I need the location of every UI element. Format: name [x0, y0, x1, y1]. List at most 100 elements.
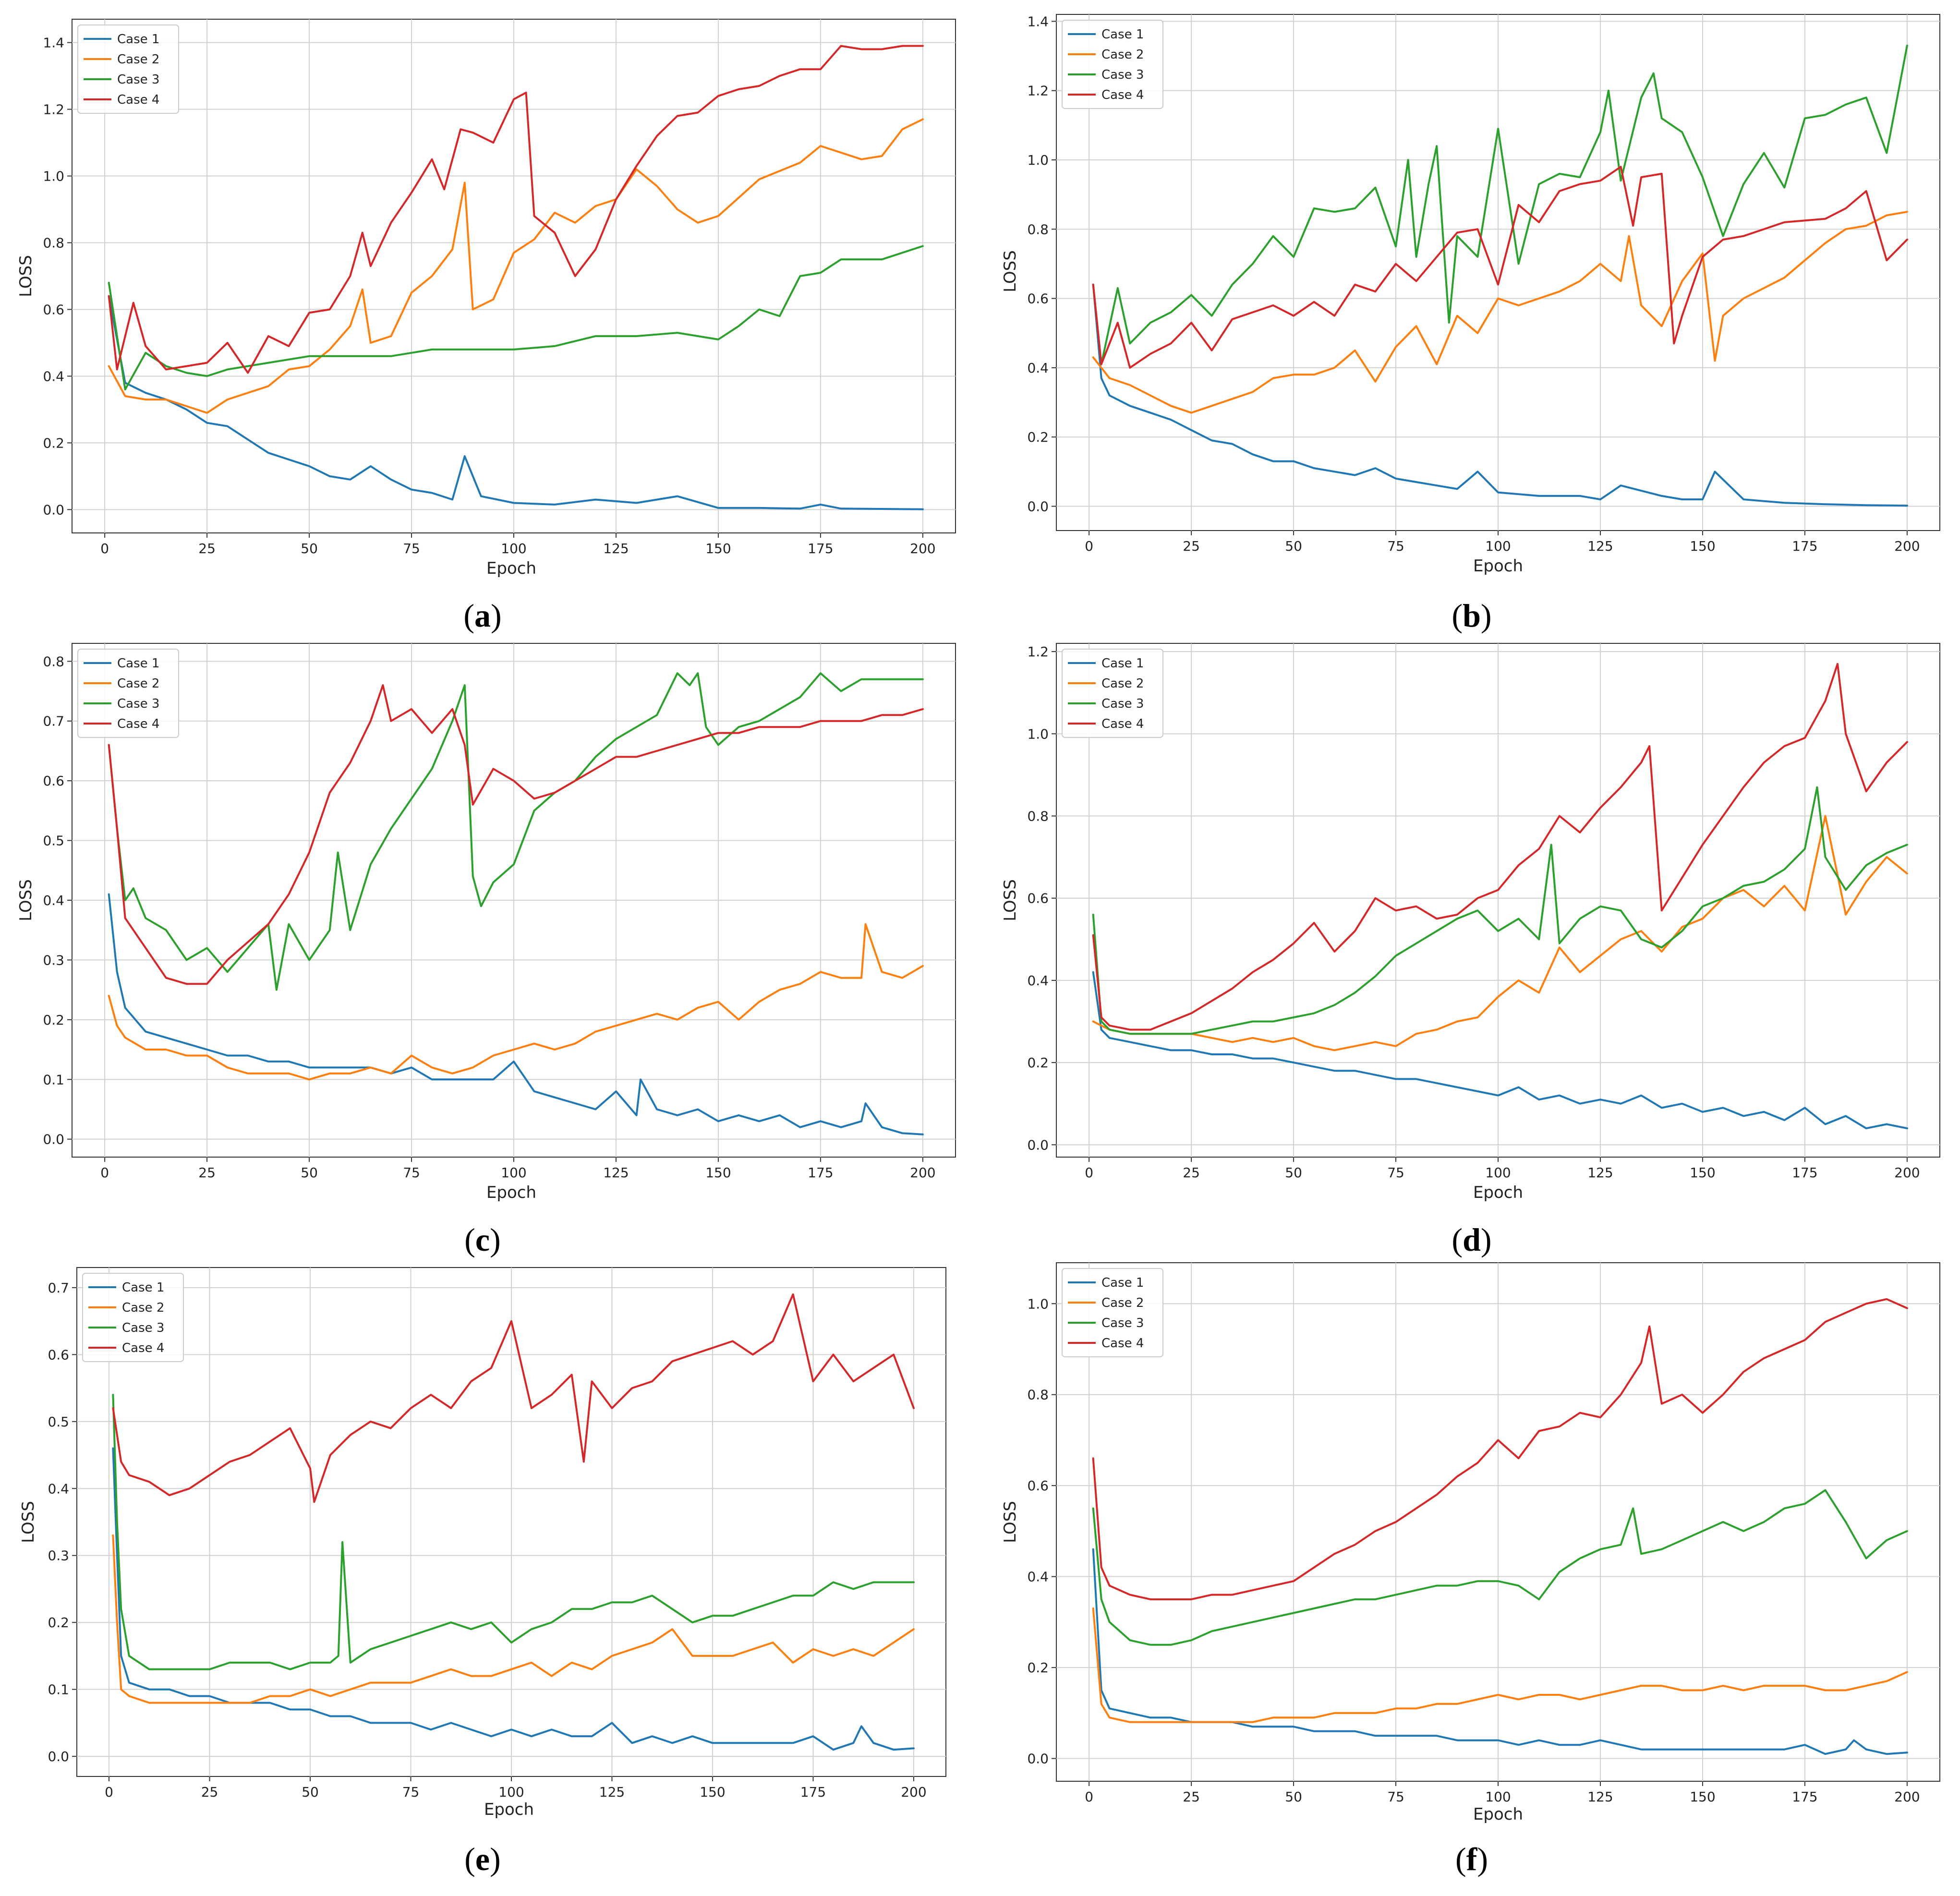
series-line-case-3-c [108, 672, 924, 991]
series-line-case-4-b [1092, 166, 1908, 369]
y-tick-label-b: 0.0 [1027, 498, 1049, 514]
x-tick-label-a: 125 [603, 541, 629, 556]
x-tick-label-b: 200 [1894, 538, 1920, 554]
y-tick-label-c: 0.0 [43, 1132, 64, 1147]
y-tick-label-a: 0.0 [43, 502, 64, 518]
caption-close-d: ) [1481, 1221, 1492, 1258]
x-tick-label-f: 75 [1387, 1789, 1404, 1805]
x-tick-label-e: 150 [700, 1784, 725, 1800]
legend-c: Case 1 Case 2 Case 3 Case 4 [77, 649, 179, 738]
x-tick-label-f: 175 [1792, 1789, 1817, 1805]
legend-label-case-3-b: Case 3 [1101, 68, 1144, 82]
y-axis-title-a: LOSS [16, 255, 36, 297]
legend-label-case-1-d: Case 1 [1101, 656, 1144, 671]
legend-label-case-2-c: Case 2 [117, 676, 159, 691]
x-tick-label-c: 200 [910, 1165, 935, 1181]
y-tick-label-d: 0.6 [1027, 891, 1049, 906]
x-tick-label-e: 175 [800, 1784, 826, 1800]
x-tick-label-a: 25 [198, 541, 216, 556]
legend-box-c [77, 649, 179, 738]
x-tick-label-f: 100 [1485, 1789, 1511, 1805]
y-tick-label-b: 0.8 [1027, 221, 1049, 237]
series-layer-e [112, 1293, 915, 1751]
y-tick-label-b: 1.4 [1027, 13, 1049, 29]
series-line-case-4-c [108, 684, 924, 985]
y-tick-label-e: 0.4 [48, 1481, 69, 1497]
x-tick-label-b: 150 [1690, 538, 1715, 554]
x-tick-label-a: 175 [808, 541, 833, 556]
y-tick-label-b: 0.4 [1027, 360, 1049, 376]
y-axis-title-e: LOSS [19, 1501, 38, 1543]
x-tick-label-f: 125 [1587, 1789, 1613, 1805]
ticks-e: 0 25 50 75 100 125 150 175 200 0.0 0.1 0.2 0.3 0.4 0.5… [48, 1280, 926, 1800]
y-tick-label-d: 0.4 [1027, 973, 1049, 989]
y-tick-label-d: 1.0 [1027, 726, 1049, 742]
y-tick-label-d: 0.2 [1027, 1055, 1049, 1071]
x-tick-label-c: 0 [100, 1165, 109, 1181]
caption-e: (e) [464, 1841, 501, 1877]
x-tick-label-f: 150 [1690, 1789, 1715, 1805]
y-tick-label-f: 0.2 [1027, 1660, 1049, 1676]
series-line-case-4-e [112, 1293, 915, 1503]
x-tick-label-f: 50 [1285, 1789, 1302, 1805]
x-tick-label-a: 50 [301, 541, 318, 556]
x-axis-title-b: Epoch [1473, 556, 1523, 576]
ticks-a: 0 25 50 75 100 125 150 175 200 0.0 0.2 0.4 0.6 0.8 1.0… [43, 35, 935, 556]
panel-a: 0 25 50 75 100 125 150 175 200 0.0 0.2 0.4 0.6 0.8 1.0… [16, 19, 956, 634]
legend-label-case-3-a: Case 3 [117, 72, 159, 87]
series-line-case-3-f [1092, 1489, 1908, 1646]
x-tick-label-c: 100 [501, 1165, 526, 1181]
x-axis-title-a: Epoch [486, 559, 536, 578]
caption-close-a: ) [491, 597, 502, 634]
y-tick-label-f: 0.0 [1027, 1751, 1049, 1767]
caption-b: (b) [1452, 597, 1491, 634]
series-line-case-3-a [108, 245, 924, 391]
legend-label-case-1-e: Case 1 [122, 1280, 164, 1295]
y-axis-title-c: LOSS [16, 879, 36, 921]
caption-d: (d) [1452, 1221, 1491, 1258]
grid-a [72, 19, 956, 533]
x-tick-label-b: 75 [1387, 538, 1404, 554]
caption-close-f: ) [1477, 1841, 1488, 1877]
series-line-case-2-d [1092, 815, 1908, 1051]
caption-close-b: ) [1481, 597, 1492, 634]
x-tick-label-d: 75 [1387, 1165, 1404, 1181]
legend-label-case-2-b: Case 2 [1101, 48, 1144, 62]
caption-letter-c: c [475, 1221, 490, 1258]
y-tick-label-a: 1.4 [43, 35, 64, 51]
series-line-case-3-b [1092, 44, 1908, 365]
ticks-c: 0 25 50 75 100 125 150 175 200 0.0 0.1 0.2 0.3 0.4 0.5… [43, 653, 935, 1181]
x-tick-label-c: 25 [198, 1165, 216, 1181]
x-tick-label-a: 0 [100, 541, 109, 556]
x-axis-title-c: Epoch [486, 1183, 536, 1202]
y-tick-label-a: 0.2 [43, 435, 64, 451]
x-tick-label-e: 125 [599, 1784, 625, 1800]
legend-label-case-3-c: Case 3 [117, 697, 159, 711]
x-tick-label-c: 150 [705, 1165, 731, 1181]
x-tick-label-b: 125 [1587, 538, 1613, 554]
y-tick-label-e: 0.7 [48, 1280, 69, 1296]
caption-letter-e: e [475, 1841, 490, 1877]
series-line-case-1-e [112, 1447, 915, 1751]
panel-d: 0 25 50 75 100 125 150 175 200 0.0 0.2 0.4 0.6 0.8 1.0… [1001, 643, 1940, 1258]
y-tick-label-c: 0.4 [43, 893, 64, 908]
x-tick-label-b: 175 [1792, 538, 1817, 554]
y-axis-title-f: LOSS [1001, 1501, 1020, 1543]
legend-label-case-1-f: Case 1 [1101, 1276, 1144, 1290]
y-tick-label-b: 1.0 [1027, 152, 1049, 168]
y-axis-title-b: LOSS [1001, 250, 1020, 292]
caption-f: (f) [1455, 1841, 1488, 1877]
y-tick-label-c: 0.8 [43, 653, 64, 669]
y-tick-label-c: 0.1 [43, 1072, 64, 1087]
legend-label-case-4-d: Case 4 [1101, 717, 1144, 731]
y-tick-label-a: 1.2 [43, 102, 64, 118]
x-tick-label-f: 0 [1085, 1789, 1093, 1805]
legend-label-case-2-e: Case 2 [122, 1301, 164, 1315]
y-tick-label-f: 1.0 [1027, 1296, 1049, 1312]
y-tick-label-b: 1.2 [1027, 83, 1049, 99]
x-axis-title-e: Epoch [484, 1800, 534, 1819]
y-tick-label-f: 0.8 [1027, 1387, 1049, 1403]
panel-f: 0 25 50 75 100 125 150 175 200 0.0 0.2 0.4 0.6 0.8 1.0… [1001, 1262, 1940, 1877]
series-line-case-1-c [108, 893, 924, 1135]
legend-a: Case 1 Case 2 Case 3 Case 4 [77, 24, 179, 114]
